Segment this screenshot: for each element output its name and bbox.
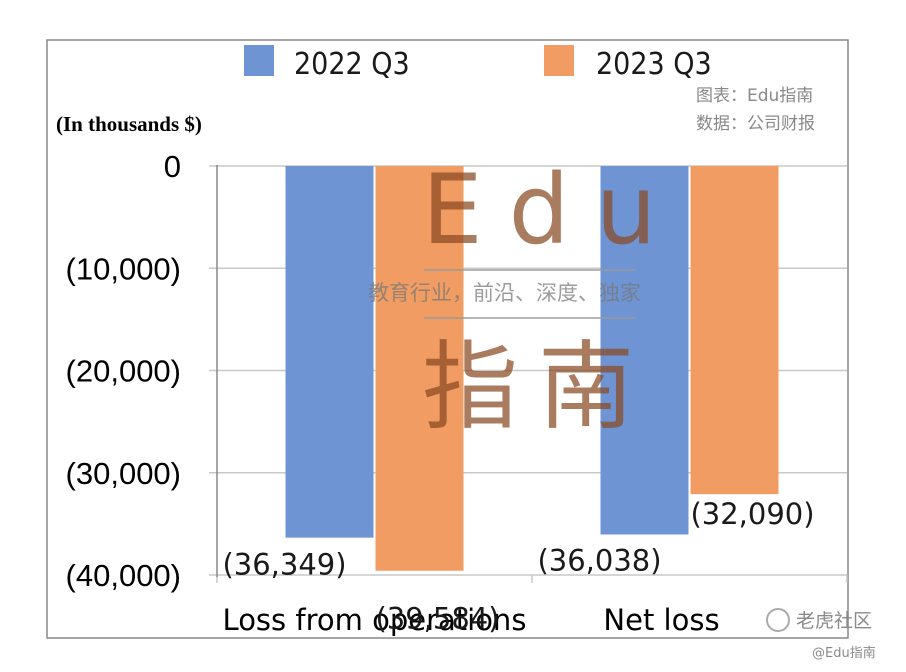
watermark: Edu 教育行业，前沿、深度、独家 指南 (368, 154, 682, 443)
credit-chart: 图表：Edu指南 (696, 86, 813, 106)
y-tick-label-3: (30,000) (66, 456, 181, 491)
footer-handle: @Edu指南 (812, 645, 876, 661)
legend-label-2023-q3: 2023 Q3 (596, 47, 712, 82)
footer-site: 老虎社区 (796, 610, 872, 632)
y-tick-label-0: 0 (164, 149, 181, 184)
data-label-2023-net-loss: (32,090) (690, 497, 814, 531)
legend-swatch-2022-q3 (244, 45, 274, 76)
bar-2023-q3-net-loss (690, 166, 779, 495)
tiger-logo-icon (766, 608, 790, 632)
legend-swatch-2023-q3 (544, 45, 574, 76)
bar-2022-q3-loss-from-operations (285, 166, 374, 538)
y-tick-label-1: (10,000) (66, 251, 181, 286)
legend-label-2022-q3: 2022 Q3 (294, 47, 410, 82)
credit-data: 数据：公司财报 (696, 114, 815, 134)
x-category-net-loss: Net loss (603, 603, 719, 637)
data-label-2022-net-loss: (36,038) (537, 543, 661, 577)
bar-2022-q3-net-loss (600, 166, 689, 535)
watermark-name: 指南 (422, 331, 654, 443)
data-label-2022-loss-from-operations: (36,349) (222, 548, 346, 582)
unit-label: (In thousands $) (56, 112, 202, 136)
data-label-2023-loss-from-operations: (39,584) (375, 602, 499, 636)
x-category-loss-from-operations: Loss from operations (223, 603, 527, 637)
watermark-slogan: 教育行业，前沿、深度、独家 (368, 281, 641, 305)
bars (285, 166, 779, 571)
bar-2023-q3-loss-from-operations (375, 166, 464, 571)
y-tick-label-4: (40,000) (66, 558, 181, 593)
y-tick-labels: 0 (10,000) (20,000) (30,000) (40,000) (66, 149, 181, 593)
y-tick-label-2: (20,000) (66, 354, 181, 389)
footer-watermark: 老虎社区 @Edu指南 (766, 608, 876, 661)
watermark-brand: Edu (422, 154, 682, 266)
